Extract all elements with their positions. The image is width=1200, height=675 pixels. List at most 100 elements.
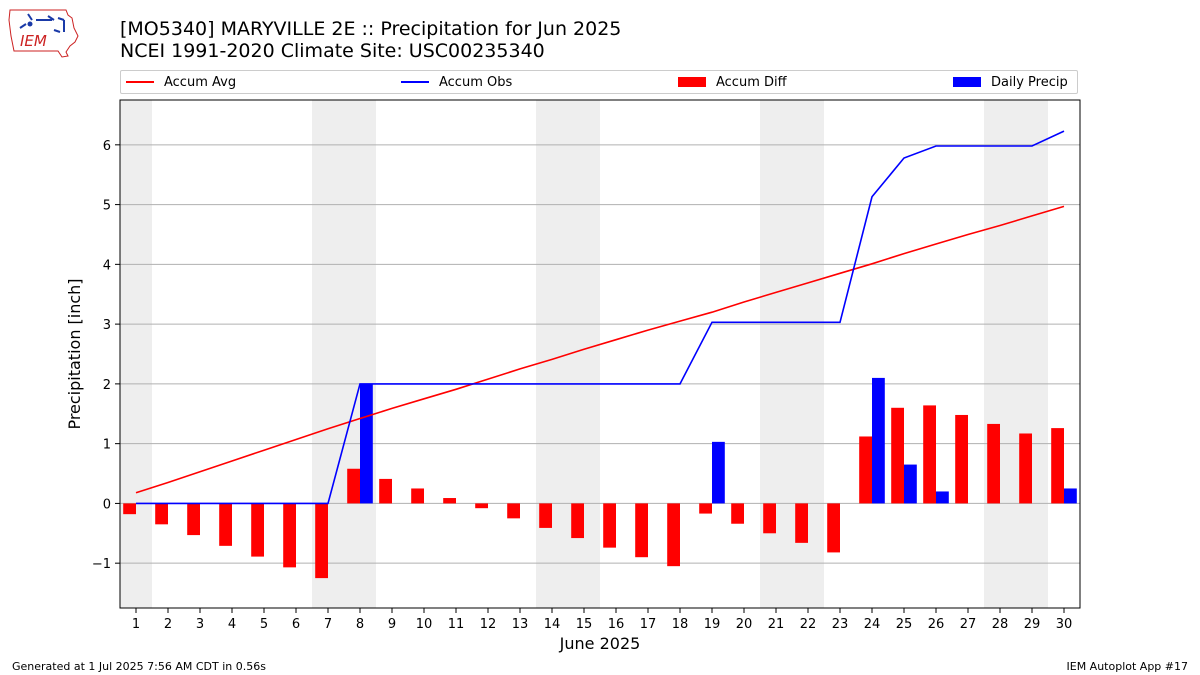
bars <box>123 377 1077 579</box>
accum-diff-bar <box>667 503 680 567</box>
accum-diff-bar <box>475 503 488 509</box>
accum-diff-bar <box>443 498 456 504</box>
accum-diff-bar <box>987 423 1000 504</box>
daily-precip-bar <box>936 491 949 504</box>
accum-diff-bar <box>155 503 168 525</box>
legend-item-accum-obs: Accum Obs <box>401 74 512 90</box>
logo-text: IEM <box>20 32 47 50</box>
lines <box>135 130 1065 505</box>
legend: Accum Avg Accum Obs Accum Diff Daily Pre… <box>120 70 1078 94</box>
accum-diff-bar <box>347 468 360 504</box>
y-tick-label: 1 <box>103 438 111 453</box>
x-tick-label: 13 <box>512 617 529 632</box>
daily-precip-bar <box>904 464 917 504</box>
accum-avg-line <box>135 205 1065 494</box>
accum-diff-bar <box>891 407 904 504</box>
accum-diff-bar <box>251 503 264 557</box>
y-tick-label: 4 <box>103 258 111 273</box>
x-tick-label: 27 <box>960 617 977 632</box>
accum-diff-bar <box>283 503 296 568</box>
accum-diff-bar <box>187 503 200 536</box>
weekend-band <box>984 100 1016 608</box>
y-axis-ticks: −1 0 1 2 3 4 5 6 <box>92 139 120 572</box>
x-tick-label: 29 <box>1024 617 1041 632</box>
legend-item-accum-avg: Accum Avg <box>126 74 236 90</box>
plot-frame <box>119 99 1081 609</box>
x-axis-label: June 2025 <box>559 634 641 653</box>
iowa-map-logo-icon: IEM <box>8 9 79 58</box>
daily-precip-bar <box>360 383 373 504</box>
x-axis-ticks: 1 2 3 4 5 6 7 8 9 10 11 12 13 14 15 16 17 18 19 20 21 22 23 24 2… <box>132 608 1072 632</box>
accum-diff-bar <box>1051 428 1064 504</box>
x-tick-label: 6 <box>292 617 300 632</box>
x-tick-label: 8 <box>356 617 364 632</box>
generated-timestamp: Generated at 1 Jul 2025 7:56 AM CDT in 0… <box>12 660 266 673</box>
weekend-band <box>536 100 568 608</box>
x-tick-label: 23 <box>832 617 849 632</box>
legend-swatch <box>401 81 429 83</box>
x-tick-label: 4 <box>228 617 236 632</box>
accum-diff-bar <box>507 503 520 519</box>
x-tick-label: 14 <box>544 617 561 632</box>
x-tick-label: 12 <box>480 617 497 632</box>
x-tick-label: 25 <box>896 617 913 632</box>
accum-obs-line <box>136 130 1065 505</box>
y-tick-label: 2 <box>103 378 111 393</box>
accum-diff-bar <box>411 488 424 504</box>
legend-label: Accum Diff <box>716 74 787 90</box>
x-tick-label: 15 <box>576 617 593 632</box>
y-tick-label: 0 <box>103 497 111 512</box>
chart-title: [MO5340] MARYVILLE 2E :: Precipitation f… <box>120 18 622 40</box>
accum-diff-bar <box>603 503 616 548</box>
accum-diff-bar <box>635 503 648 558</box>
accum-diff-bar <box>763 503 776 534</box>
legend-label: Daily Precip <box>991 74 1068 90</box>
app-credit: IEM Autoplot App #17 <box>1066 660 1189 673</box>
x-tick-label: 19 <box>704 617 721 632</box>
x-tick-label: 5 <box>260 617 268 632</box>
iem-logo: IEM <box>8 6 80 58</box>
x-tick-label: 21 <box>768 617 785 632</box>
accum-diff-bar <box>219 503 232 546</box>
weekend-band <box>1016 100 1048 608</box>
legend-swatch <box>953 77 981 87</box>
y-tick-label: 6 <box>103 139 111 154</box>
accum-diff-bar <box>123 503 136 515</box>
legend-item-accum-diff: Accum Diff <box>678 74 787 90</box>
y-axis-label: Precipitation [inch] <box>65 278 84 429</box>
accum-diff-bar <box>859 436 872 504</box>
x-tick-label: 7 <box>324 617 332 632</box>
x-tick-label: 22 <box>800 617 817 632</box>
chart-subtitle: NCEI 1991-2020 Climate Site: USC00235340 <box>120 40 545 62</box>
daily-precip-bar <box>712 441 725 504</box>
accum-diff-bar <box>731 503 744 524</box>
y-tick-label: −1 <box>92 557 111 572</box>
y-tick-label: 3 <box>103 318 111 333</box>
x-tick-label: 11 <box>448 617 465 632</box>
x-tick-label: 18 <box>672 617 689 632</box>
legend-label: Accum Obs <box>439 74 513 90</box>
daily-precip-bar <box>872 377 885 504</box>
accum-diff-bar <box>699 503 712 514</box>
accum-diff-bar <box>923 405 936 504</box>
accum-diff-bar <box>955 414 968 504</box>
x-tick-label: 9 <box>388 617 396 632</box>
legend-swatch <box>678 77 706 87</box>
accum-diff-bar <box>1019 433 1032 504</box>
x-tick-label: 30 <box>1056 617 1073 632</box>
x-tick-label: 28 <box>992 617 1009 632</box>
accum-diff-bar <box>315 503 328 579</box>
weekend-band <box>120 100 152 608</box>
legend-swatch <box>126 81 154 83</box>
x-tick-label: 17 <box>640 617 657 632</box>
x-tick-label: 16 <box>608 617 625 632</box>
accum-diff-bar <box>795 503 808 543</box>
weekend-band <box>344 100 376 608</box>
accum-diff-bar <box>379 478 392 504</box>
x-tick-label: 20 <box>736 617 753 632</box>
accum-diff-bar <box>571 503 584 539</box>
x-tick-label: 10 <box>416 617 433 632</box>
x-tick-label: 1 <box>132 617 140 632</box>
x-tick-label: 24 <box>864 617 881 632</box>
